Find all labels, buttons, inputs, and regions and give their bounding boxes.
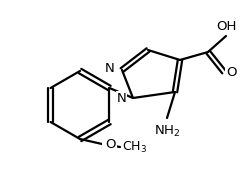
- Text: CH$_3$: CH$_3$: [122, 139, 147, 155]
- Text: N: N: [105, 62, 115, 76]
- Text: N: N: [116, 92, 126, 105]
- Text: NH$_2$: NH$_2$: [154, 125, 180, 140]
- Text: O: O: [105, 137, 115, 150]
- Text: NH$_2$: NH$_2$: [154, 124, 180, 139]
- Text: O: O: [226, 67, 236, 80]
- Text: OH: OH: [216, 20, 236, 33]
- Text: O: O: [103, 136, 113, 149]
